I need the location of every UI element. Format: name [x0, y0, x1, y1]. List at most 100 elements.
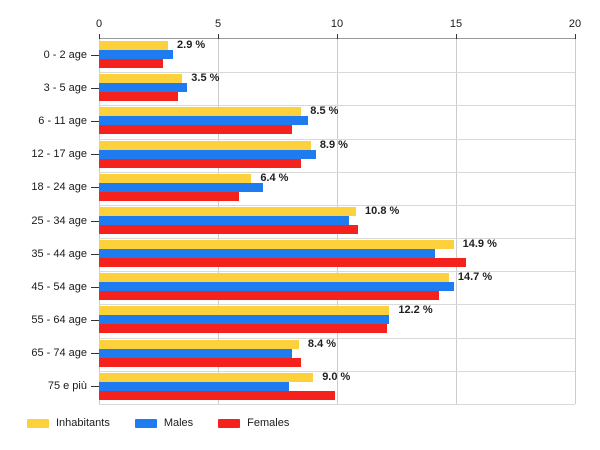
- legend-label: Inhabitants: [56, 417, 110, 429]
- category-axis-tick: [91, 120, 99, 122]
- bar-value-label: 10.8 %: [365, 204, 400, 217]
- category-label: 25 - 34 age: [31, 214, 87, 227]
- x-axis-tick: [99, 34, 100, 39]
- bar-inhabitants-5[interactable]: [99, 173, 252, 183]
- legend-item-inhabitants[interactable]: Inhabitants: [27, 417, 110, 429]
- bar-inhabitants-1[interactable]: [99, 41, 169, 50]
- x-axis-tick-label: 20: [568, 18, 582, 30]
- category-axis-tick: [91, 54, 99, 56]
- horizontal-gridline: [99, 337, 575, 339]
- bar-males-4[interactable]: [99, 149, 316, 159]
- bar-inhabitants-2[interactable]: [99, 74, 183, 84]
- x-axis-tick-label: 0: [95, 18, 103, 30]
- bar-females-11[interactable]: [99, 390, 335, 400]
- legend-item-females[interactable]: Females: [218, 417, 289, 429]
- category-label: 55 - 64 age: [31, 314, 87, 327]
- category-label: 75 e più: [47, 380, 87, 393]
- bar-females-10[interactable]: [99, 357, 302, 367]
- bar-females-6[interactable]: [99, 224, 359, 234]
- bar-females-7[interactable]: [99, 258, 466, 268]
- bar-inhabitants-9[interactable]: [99, 306, 390, 316]
- bar-males-7[interactable]: [99, 249, 435, 259]
- bar-value-label: 8.4 %: [307, 337, 337, 350]
- category-label: 35 - 44 age: [31, 247, 87, 260]
- legend-label: Females: [247, 417, 290, 429]
- bar-males-9[interactable]: [99, 315, 390, 325]
- x-axis-tick-label: 15: [449, 18, 463, 30]
- horizontal-gridline: [99, 204, 575, 206]
- bar-females-3[interactable]: [99, 125, 292, 135]
- bar-females-9[interactable]: [99, 324, 387, 334]
- bar-females-8[interactable]: [99, 291, 440, 301]
- bar-males-8[interactable]: [99, 282, 454, 292]
- legend: Inhabitants Males Females: [27, 417, 314, 429]
- bar-males-6[interactable]: [99, 215, 349, 225]
- x-axis-tick: [337, 34, 338, 39]
- bar-females-4[interactable]: [99, 158, 302, 168]
- bar-value-label: 6.4 %: [260, 171, 289, 184]
- bar-inhabitants-3[interactable]: [99, 107, 302, 117]
- bar-males-3[interactable]: [99, 116, 309, 126]
- category-label: 18 - 24 age: [31, 181, 87, 194]
- category-axis-tick: [91, 154, 99, 156]
- category-axis-tick: [91, 187, 99, 189]
- bar-value-label: 8.5 %: [310, 105, 339, 118]
- category-label: 3 - 5 age: [43, 81, 87, 94]
- bar-inhabitants-11[interactable]: [99, 372, 314, 382]
- legend-swatch-females: [218, 418, 241, 428]
- legend-label: Males: [163, 417, 194, 429]
- bar-value-label: 14.7 %: [457, 271, 493, 284]
- x-axis-tick: [575, 34, 576, 39]
- legend-swatch-inhabitants: [27, 418, 49, 428]
- bar-value-label: 9.0 %: [322, 370, 351, 383]
- bar-value-label: 3.5 %: [191, 72, 220, 85]
- bar-value-label: 2.9 %: [177, 39, 206, 51]
- vertical-gridline: [456, 39, 457, 404]
- bar-males-1[interactable]: [99, 50, 173, 59]
- x-axis-tick-label: 10: [330, 18, 344, 30]
- horizontal-gridline: [99, 404, 575, 405]
- bar-value-label: 8.9 %: [319, 138, 348, 151]
- bar-males-10[interactable]: [99, 348, 292, 358]
- category-axis-tick: [91, 253, 99, 255]
- horizontal-gridline: [99, 238, 575, 240]
- category-axis-tick: [91, 220, 99, 222]
- horizontal-gridline: [99, 138, 575, 140]
- x-axis-tick: [218, 34, 219, 39]
- bar-males-5[interactable]: [99, 182, 264, 192]
- legend-item-males[interactable]: Males: [134, 417, 194, 429]
- horizontal-gridline: [99, 72, 575, 74]
- bar-males-11[interactable]: [99, 381, 290, 391]
- horizontal-gridline: [99, 271, 575, 273]
- category-axis-tick: [91, 353, 99, 355]
- category-axis-tick: [91, 87, 99, 89]
- horizontal-gridline: [99, 171, 575, 173]
- legend-swatch-males: [134, 418, 157, 428]
- bar-inhabitants-7[interactable]: [99, 240, 454, 250]
- bar-value-label: 14.9 %: [462, 238, 497, 251]
- bar-females-2[interactable]: [99, 92, 178, 102]
- bar-inhabitants-4[interactable]: [99, 140, 311, 150]
- bar-inhabitants-6[interactable]: [99, 206, 357, 216]
- bar-inhabitants-10[interactable]: [99, 339, 299, 349]
- bar-females-5[interactable]: [99, 191, 240, 201]
- vertical-gridline: [575, 39, 576, 404]
- category-axis-tick: [91, 320, 99, 322]
- category-label: 6 - 11 age: [38, 114, 87, 127]
- horizontal-gridline: [99, 370, 575, 372]
- category-label: 65 - 74 age: [31, 347, 87, 360]
- bar-value-label: 12.2 %: [398, 304, 433, 317]
- x-axis-tick-label: 5: [214, 18, 222, 30]
- horizontal-gridline: [99, 304, 575, 306]
- bar-males-2[interactable]: [99, 83, 188, 93]
- category-label: 0 - 2 age: [43, 48, 87, 61]
- category-label: 12 - 17 age: [31, 148, 87, 161]
- category-axis-tick: [91, 386, 99, 388]
- horizontal-gridline: [99, 105, 575, 107]
- bar-inhabitants-8[interactable]: [99, 273, 449, 283]
- category-label: 45 - 54 age: [31, 280, 87, 293]
- category-axis-tick: [91, 286, 99, 288]
- bar-females-1[interactable]: [99, 59, 164, 68]
- x-axis-tick: [456, 34, 457, 39]
